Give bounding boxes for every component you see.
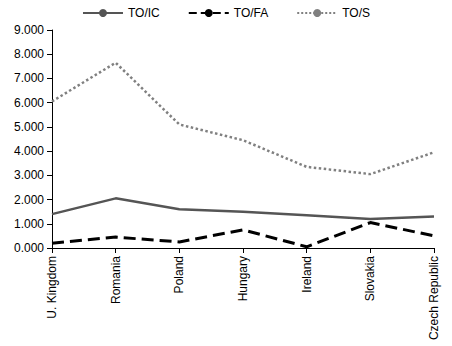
svg-text:Hungary: Hungary (236, 256, 250, 301)
svg-text:U. Kingdom: U. Kingdom (45, 256, 59, 319)
svg-text:Czech Republic: Czech Republic (427, 256, 441, 340)
svg-text:5.000: 5.000 (14, 120, 44, 134)
svg-text:9.000: 9.000 (14, 23, 44, 37)
svg-text:Slovakia: Slovakia (363, 256, 377, 302)
svg-text:0.000: 0.000 (14, 241, 44, 255)
svg-text:TO/IC: TO/IC (128, 6, 160, 20)
svg-text:8.000: 8.000 (14, 47, 44, 61)
svg-text:6.000: 6.000 (14, 96, 44, 110)
svg-text:4.000: 4.000 (14, 144, 44, 158)
svg-text:2.000: 2.000 (14, 193, 44, 207)
svg-text:Ireland: Ireland (300, 256, 314, 293)
svg-text:TO/FA: TO/FA (234, 6, 268, 20)
svg-text:Poland: Poland (172, 256, 186, 293)
svg-text:1.000: 1.000 (14, 217, 44, 231)
svg-text:7.000: 7.000 (14, 71, 44, 85)
svg-text:3.000: 3.000 (14, 168, 44, 182)
svg-text:Romania: Romania (109, 256, 123, 304)
svg-text:TO/S: TO/S (342, 6, 370, 20)
